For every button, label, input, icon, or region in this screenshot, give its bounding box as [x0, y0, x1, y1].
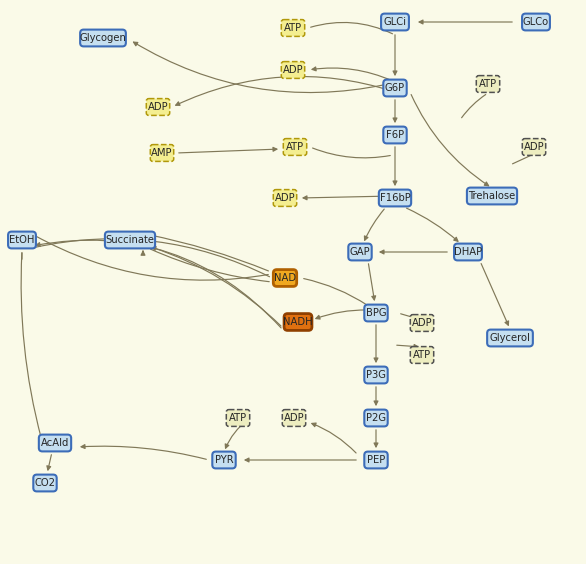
- FancyBboxPatch shape: [283, 139, 306, 156]
- Text: PYR: PYR: [214, 455, 233, 465]
- FancyBboxPatch shape: [410, 347, 434, 363]
- FancyBboxPatch shape: [522, 139, 546, 156]
- Text: Trehalose: Trehalose: [468, 191, 516, 201]
- FancyBboxPatch shape: [212, 452, 236, 468]
- FancyBboxPatch shape: [39, 435, 71, 451]
- Text: GLCo: GLCo: [523, 17, 549, 27]
- FancyBboxPatch shape: [364, 409, 388, 426]
- FancyBboxPatch shape: [282, 409, 306, 426]
- Text: DHAP: DHAP: [454, 247, 482, 257]
- FancyBboxPatch shape: [146, 99, 170, 116]
- Text: BPG: BPG: [366, 308, 386, 318]
- Text: ATP: ATP: [286, 142, 304, 152]
- Text: AcAld: AcAld: [41, 438, 69, 448]
- FancyBboxPatch shape: [281, 61, 305, 78]
- FancyBboxPatch shape: [379, 190, 411, 206]
- Text: ADP: ADP: [275, 193, 295, 203]
- Text: Glycogen: Glycogen: [80, 33, 127, 43]
- FancyBboxPatch shape: [467, 188, 517, 204]
- Text: P2G: P2G: [366, 413, 386, 423]
- Text: PEP: PEP: [367, 455, 385, 465]
- Text: ADP: ADP: [148, 102, 168, 112]
- Text: ADP: ADP: [284, 413, 304, 423]
- Text: NADH: NADH: [283, 317, 313, 327]
- FancyBboxPatch shape: [381, 14, 409, 30]
- Text: Succinate: Succinate: [105, 235, 155, 245]
- Text: ADP: ADP: [524, 142, 544, 152]
- FancyBboxPatch shape: [454, 244, 482, 261]
- Text: AMP: AMP: [151, 148, 173, 158]
- FancyBboxPatch shape: [383, 80, 407, 96]
- Text: F6P: F6P: [386, 130, 404, 140]
- Text: Glycerol: Glycerol: [489, 333, 530, 343]
- FancyBboxPatch shape: [410, 315, 434, 332]
- Text: GLCi: GLCi: [383, 17, 407, 27]
- Text: ADP: ADP: [412, 318, 432, 328]
- Text: ATP: ATP: [413, 350, 431, 360]
- Text: ATP: ATP: [479, 79, 497, 89]
- FancyBboxPatch shape: [80, 29, 126, 46]
- FancyBboxPatch shape: [487, 329, 533, 346]
- FancyBboxPatch shape: [476, 76, 500, 92]
- FancyBboxPatch shape: [364, 452, 388, 468]
- Text: GAP: GAP: [350, 247, 370, 257]
- FancyBboxPatch shape: [8, 232, 36, 248]
- Text: ATP: ATP: [229, 413, 247, 423]
- Text: F16bP: F16bP: [380, 193, 410, 203]
- FancyBboxPatch shape: [33, 474, 57, 491]
- FancyBboxPatch shape: [383, 126, 407, 143]
- FancyBboxPatch shape: [281, 20, 305, 37]
- Text: G6P: G6P: [385, 83, 405, 93]
- FancyBboxPatch shape: [273, 270, 297, 287]
- FancyBboxPatch shape: [273, 190, 297, 206]
- FancyBboxPatch shape: [284, 314, 312, 331]
- FancyBboxPatch shape: [348, 244, 372, 261]
- Text: ADP: ADP: [282, 65, 304, 75]
- Text: NAD: NAD: [274, 273, 296, 283]
- Text: ATP: ATP: [284, 23, 302, 33]
- FancyBboxPatch shape: [150, 144, 173, 161]
- FancyBboxPatch shape: [364, 367, 388, 384]
- FancyBboxPatch shape: [364, 305, 388, 321]
- FancyBboxPatch shape: [522, 14, 550, 30]
- FancyBboxPatch shape: [105, 232, 155, 248]
- Text: P3G: P3G: [366, 370, 386, 380]
- Text: CO2: CO2: [35, 478, 56, 488]
- FancyBboxPatch shape: [226, 409, 250, 426]
- Text: EtOH: EtOH: [9, 235, 35, 245]
